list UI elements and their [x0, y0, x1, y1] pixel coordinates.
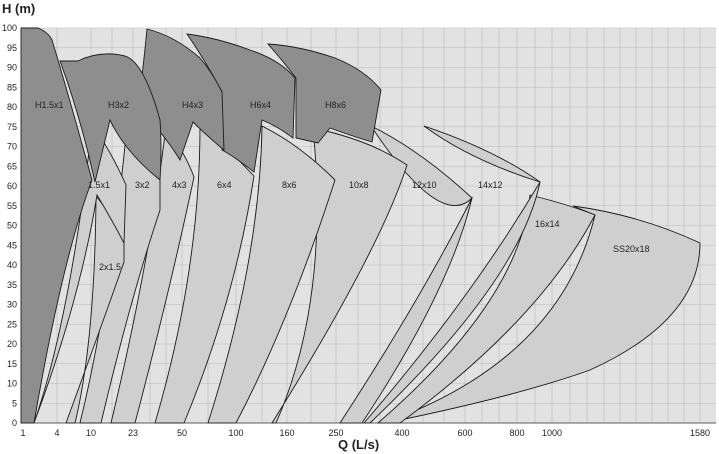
- regions: [20, 27, 701, 424]
- region-1-5x1: [33, 124, 127, 424]
- y-tick-label: 50: [7, 221, 17, 231]
- y-tick-label: 75: [7, 122, 17, 132]
- x-tick-labels: 1 4 10 23 50 100 160 250 400 600 800 1000 1580: [20, 428, 710, 438]
- y-tick-label: 15: [7, 359, 17, 369]
- y-tick-label: 55: [7, 201, 17, 211]
- y-tick-label: 90: [7, 63, 17, 73]
- x-tick-label: 100: [228, 428, 243, 438]
- x-tick-label: 600: [457, 428, 472, 438]
- x-tick-label: 1: [20, 428, 25, 438]
- region-h3x2: [59, 53, 162, 183]
- y-tick-label: 60: [7, 181, 17, 191]
- y-tick-label: 40: [7, 260, 17, 270]
- y-tick-label: 20: [7, 339, 17, 349]
- region-8x6: [207, 125, 336, 424]
- x-tick-label: 4: [54, 428, 59, 438]
- x-tick-label: 1000: [542, 428, 562, 438]
- region-label-8x6: 8x6: [282, 180, 297, 190]
- region-16x14: [376, 194, 596, 424]
- x-axis-title: Q (L/s): [338, 437, 379, 452]
- y-axis-title: H (m): [2, 1, 35, 16]
- region-label-3x2: 3x2: [135, 180, 150, 190]
- region-6x4: [154, 125, 255, 424]
- region-labels: H1.5x1 H3x2 H4x3 H6x4 H8x6 1.5x1 2x1.5 3x2 4x3 6x…: [35, 100, 650, 272]
- y-tick-label: 85: [7, 82, 17, 92]
- region-label-4x3: 4x3: [172, 180, 187, 190]
- x-tick-label: 160: [279, 428, 294, 438]
- y-tick-label: 100: [2, 23, 17, 33]
- y-tick-label: 65: [7, 161, 17, 171]
- region-label-h6x4: H6x4: [250, 100, 271, 110]
- region-10x8: [271, 127, 408, 424]
- x-tick-label: 400: [394, 428, 409, 438]
- region-label-h1-5x1: H1.5x1: [35, 100, 64, 110]
- region-label-6x4: 6x4: [217, 180, 232, 190]
- region-h1-5x1: [20, 27, 93, 424]
- y-tick-label: 95: [7, 43, 17, 53]
- y-tick-label: 25: [7, 319, 17, 329]
- y-tick-labels: 0 5 10 15 20 25 30 35 40 45 50 55 60 65 70 75 80 85 90 95 10…: [2, 23, 17, 428]
- region-label-h4x3: H4x3: [182, 100, 203, 110]
- y-tick-label: 80: [7, 102, 17, 112]
- region-label-10x8: 10x8: [349, 180, 369, 190]
- y-tick-label: 35: [7, 280, 17, 290]
- x-tick-label: 23: [128, 428, 138, 438]
- x-tick-label: 1580: [690, 428, 710, 438]
- x-tick-label: 800: [509, 428, 524, 438]
- y-tick-label: 0: [12, 418, 17, 428]
- x-tick-label: 50: [177, 428, 187, 438]
- region-h8x6: [266, 43, 382, 144]
- y-tick-label: 10: [7, 379, 17, 389]
- region-ss20x18: [383, 205, 701, 424]
- region-label-h3x2: H3x2: [108, 100, 129, 110]
- x-tick-label: 250: [328, 428, 343, 438]
- y-tick-label: 30: [7, 300, 17, 310]
- region-label-12x10: 12x10: [412, 180, 437, 190]
- region-label-h8x6: H8x6: [325, 100, 346, 110]
- region-label-1-5x1: 1.5x1: [88, 180, 110, 190]
- x-tick-label: 10: [86, 428, 96, 438]
- region-label-ss20x18: SS20x18: [613, 244, 650, 254]
- y-tick-label: 5: [12, 398, 17, 408]
- y-tick-label: 70: [7, 142, 17, 152]
- region-label-2x1-5: 2x1.5: [99, 262, 121, 272]
- region-label-14x12: 14x12: [478, 180, 503, 190]
- y-tick-label: 45: [7, 240, 17, 250]
- region-label-16x14: 16x14: [535, 219, 560, 229]
